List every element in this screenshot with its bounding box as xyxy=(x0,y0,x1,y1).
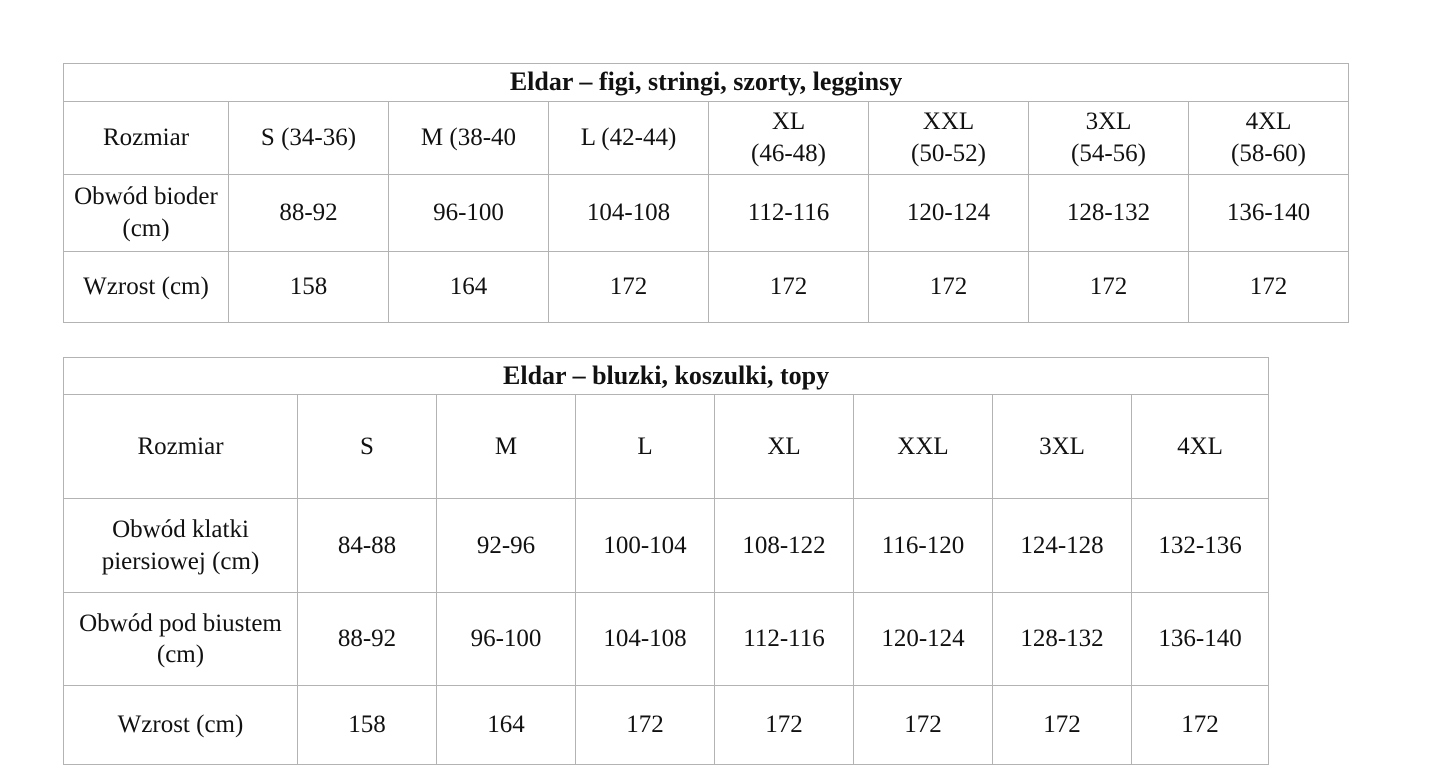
col-header-l: L (42-44) xyxy=(549,101,709,174)
col-header-3xl: 3XL xyxy=(993,395,1132,499)
table-row: Obwód klatki piersiowej (cm) 84-88 92-96… xyxy=(64,499,1269,593)
col-header-m: M (38-40 xyxy=(389,101,549,174)
table-row: Wzrost (cm) 158 164 172 172 172 172 172 xyxy=(64,251,1349,322)
data-cell: 158 xyxy=(229,251,389,322)
data-cell: 112-116 xyxy=(715,593,854,686)
data-cell: 128-132 xyxy=(1029,174,1189,251)
col-header-s: S (34-36) xyxy=(229,101,389,174)
size-table-figi-stringi: Eldar – figi, stringi, szorty, legginsy … xyxy=(63,63,1349,323)
data-cell: 172 xyxy=(1132,686,1269,765)
data-cell: 104-108 xyxy=(549,174,709,251)
col-header-4xl: 4XL (58-60) xyxy=(1189,101,1349,174)
table-row: Eldar – figi, stringi, szorty, legginsy xyxy=(64,64,1349,102)
row-header-obwod-klatki: Obwód klatki piersiowej (cm) xyxy=(64,499,298,593)
data-cell: 172 xyxy=(1189,251,1349,322)
row-header-obwod-bioder: Obwód bioder (cm) xyxy=(64,174,229,251)
data-cell: 172 xyxy=(869,251,1029,322)
data-cell: 132-136 xyxy=(1132,499,1269,593)
size-table-bluzki-topy: Eldar – bluzki, koszulki, topy Rozmiar S… xyxy=(63,357,1269,765)
data-cell: 128-132 xyxy=(993,593,1132,686)
data-cell: 172 xyxy=(549,251,709,322)
data-cell: 116-120 xyxy=(854,499,993,593)
col-header-xl: XL (46-48) xyxy=(709,101,869,174)
table-row: Obwód bioder (cm) 88-92 96-100 104-108 1… xyxy=(64,174,1349,251)
data-cell: 120-124 xyxy=(869,174,1029,251)
data-cell: 100-104 xyxy=(576,499,715,593)
data-cell: 172 xyxy=(709,251,869,322)
data-cell: 88-92 xyxy=(298,593,437,686)
data-cell: 164 xyxy=(389,251,549,322)
data-cell: 104-108 xyxy=(576,593,715,686)
row-header-rozmiar: Rozmiar xyxy=(64,101,229,174)
col-header-3xl: 3XL (54-56) xyxy=(1029,101,1189,174)
data-cell: 136-140 xyxy=(1132,593,1269,686)
data-cell: 124-128 xyxy=(993,499,1132,593)
data-cell: 120-124 xyxy=(854,593,993,686)
row-header-wzrost: Wzrost (cm) xyxy=(64,686,298,765)
col-header-l: L xyxy=(576,395,715,499)
data-cell: 96-100 xyxy=(389,174,549,251)
data-cell: 172 xyxy=(1029,251,1189,322)
data-cell: 112-116 xyxy=(709,174,869,251)
data-cell: 172 xyxy=(576,686,715,765)
col-header-xxl: XXL (50-52) xyxy=(869,101,1029,174)
data-cell: 92-96 xyxy=(437,499,576,593)
data-cell: 96-100 xyxy=(437,593,576,686)
table-row: Wzrost (cm) 158 164 172 172 172 172 172 xyxy=(64,686,1269,765)
col-header-m: M xyxy=(437,395,576,499)
data-cell: 88-92 xyxy=(229,174,389,251)
data-cell: 172 xyxy=(715,686,854,765)
col-header-s: S xyxy=(298,395,437,499)
table-row: Rozmiar S M L XL XXL 3XL 4XL xyxy=(64,395,1269,499)
data-cell: 84-88 xyxy=(298,499,437,593)
col-header-4xl: 4XL xyxy=(1132,395,1269,499)
table-row: Eldar – bluzki, koszulki, topy xyxy=(64,357,1269,395)
data-cell: 164 xyxy=(437,686,576,765)
table-row: Rozmiar S (34-36) M (38-40 L (42-44) XL … xyxy=(64,101,1349,174)
data-cell: 172 xyxy=(854,686,993,765)
row-header-wzrost: Wzrost (cm) xyxy=(64,251,229,322)
row-header-obwod-pod-biustem: Obwód pod biustem (cm) xyxy=(64,593,298,686)
data-cell: 136-140 xyxy=(1189,174,1349,251)
data-cell: 172 xyxy=(993,686,1132,765)
table-title: Eldar – bluzki, koszulki, topy xyxy=(64,357,1269,395)
table-title: Eldar – figi, stringi, szorty, legginsy xyxy=(64,64,1349,102)
col-header-xxl: XXL xyxy=(854,395,993,499)
col-header-xl: XL xyxy=(715,395,854,499)
data-cell: 158 xyxy=(298,686,437,765)
table-row: Obwód pod biustem (cm) 88-92 96-100 104-… xyxy=(64,593,1269,686)
data-cell: 108-122 xyxy=(715,499,854,593)
row-header-rozmiar: Rozmiar xyxy=(64,395,298,499)
